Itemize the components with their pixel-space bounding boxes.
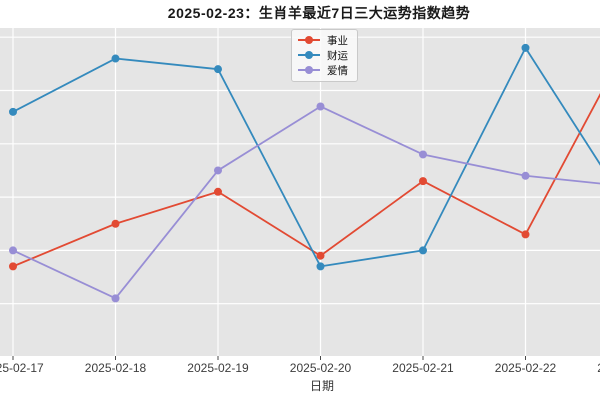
data-point <box>521 43 530 52</box>
x-tick-label: 2025-02-20 <box>289 361 352 375</box>
legend-series-marker-icon <box>298 36 320 45</box>
x-tick-label: 2025-02-19 <box>187 361 249 375</box>
plot-background <box>0 28 600 356</box>
chart-title: 2025-02-23：生肖羊最近7日三大运势指数趋势 <box>167 5 471 21</box>
legend-dot-icon <box>305 51 313 59</box>
data-point <box>111 54 120 63</box>
data-point <box>9 107 17 116</box>
data-point <box>9 246 17 255</box>
legend-series-marker-icon <box>298 51 320 60</box>
data-point <box>316 102 325 111</box>
data-point <box>111 294 120 303</box>
data-point <box>316 262 325 271</box>
data-point <box>214 65 222 74</box>
data-point <box>316 251 325 260</box>
legend-dot-icon <box>305 36 313 44</box>
legend-item-2: 爱情 <box>298 63 348 77</box>
legend-label: 事业 <box>327 34 348 47</box>
data-point <box>521 230 530 239</box>
x-tick-label: 2025-02-17 <box>0 361 44 375</box>
legend-series-marker-icon <box>298 66 320 75</box>
legend-item-0: 事业 <box>298 33 348 47</box>
legend-label: 财运 <box>327 49 348 62</box>
x-tick-label: 2025-02-21 <box>392 361 454 375</box>
data-point <box>419 246 427 255</box>
x-axis-title: 日期 <box>309 379 335 393</box>
data-point <box>214 187 222 196</box>
legend-item-1: 财运 <box>298 48 348 62</box>
data-point <box>419 150 427 159</box>
data-point <box>419 177 427 186</box>
data-point <box>111 219 120 228</box>
legend-dot-icon <box>305 66 313 74</box>
legend: 事业 财运 爱情 <box>291 29 358 82</box>
x-tick-label: 2025-02-23 <box>597 361 600 375</box>
legend-label: 爱情 <box>327 64 348 77</box>
data-point <box>521 171 530 180</box>
data-point <box>9 262 17 271</box>
x-tick-label: 2025-02-22 <box>494 361 557 375</box>
x-tick-label: 2025-02-18 <box>84 361 147 375</box>
data-point <box>214 166 222 175</box>
